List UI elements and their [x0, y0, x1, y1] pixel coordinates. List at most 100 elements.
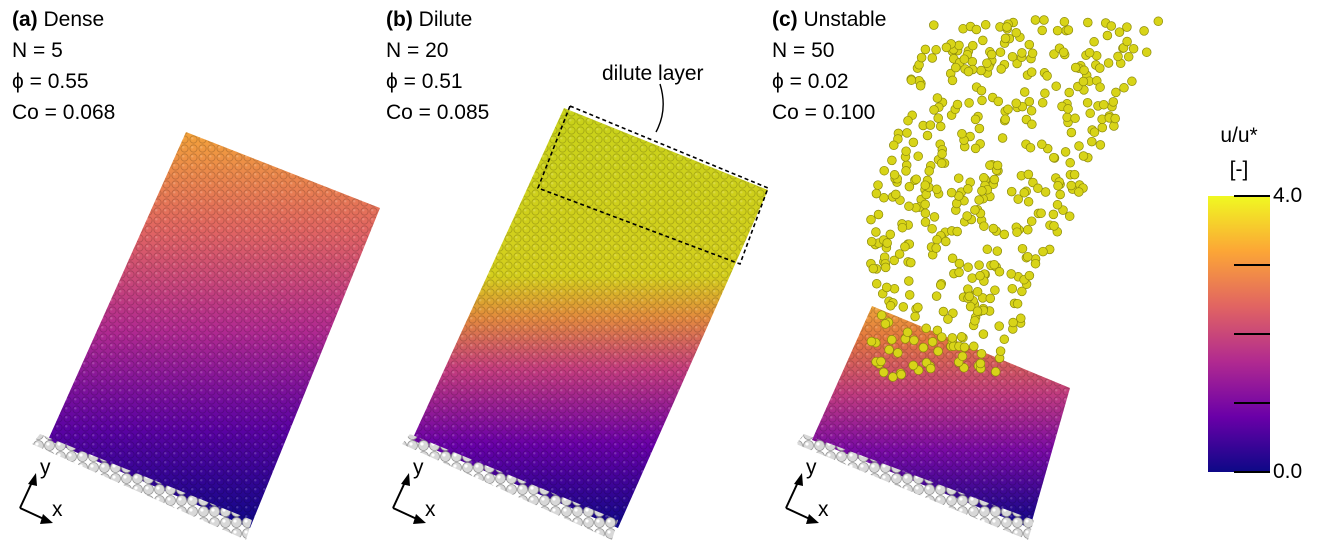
saltating-grain	[995, 346, 1006, 356]
saltating-grain	[901, 166, 911, 176]
panel-a-wall-beads	[32, 434, 252, 540]
saltating-grain	[946, 187, 957, 198]
x-arrowhead	[806, 514, 819, 524]
saltating-grain	[1085, 108, 1095, 119]
saltating-grain	[871, 188, 882, 199]
saltating-grain	[982, 58, 992, 68]
saltating-grain	[884, 344, 894, 355]
saltating-grain	[970, 143, 981, 154]
saltating-grain	[1110, 113, 1120, 124]
saltating-grain	[1006, 186, 1017, 197]
panel-a-info: (a) Dense N = 5 ϕ = 0.55 Co = 0.068	[12, 4, 115, 128]
saltating-grain	[935, 280, 946, 290]
saltating-grain	[871, 227, 881, 237]
saltating-grain	[941, 42, 952, 53]
saltating-grain	[1064, 211, 1075, 221]
saltating-grain	[1095, 82, 1105, 92]
saltating-grain	[1055, 189, 1065, 200]
panel-c-particle-bed	[796, 15, 1164, 540]
x-arrowhead	[413, 514, 426, 524]
panel-a-grain-texture	[48, 132, 380, 528]
saltating-grain	[916, 52, 927, 63]
saltating-grain	[1013, 194, 1023, 204]
saltating-grain	[908, 360, 918, 371]
saltating-grain	[920, 217, 931, 227]
panel-c-saltating-grains	[866, 15, 1164, 382]
saltating-grain	[1063, 25, 1074, 35]
saltating-grain	[1040, 88, 1050, 99]
saltating-grain	[1011, 98, 1021, 108]
saltating-grain	[871, 279, 882, 289]
panel-a-n: N = 5	[12, 39, 63, 62]
saltating-grain	[962, 211, 972, 221]
saltating-grain	[924, 166, 934, 176]
saltating-grain	[866, 214, 876, 225]
saltating-grain	[951, 62, 961, 73]
saltating-grain	[882, 238, 892, 248]
saltating-grain	[1008, 317, 1018, 328]
saltating-grain	[1114, 27, 1125, 37]
saltating-grain	[1089, 37, 1099, 47]
saltating-grain	[976, 348, 987, 359]
x-axis-arrow	[785, 507, 813, 521]
saltating-grain	[909, 335, 919, 346]
saltating-grain	[1033, 183, 1043, 194]
saltating-grain	[1027, 119, 1037, 130]
x-axis-arrow	[392, 507, 420, 521]
saltating-grain	[885, 229, 896, 240]
saltating-grain	[990, 285, 1000, 295]
y-axis-arrow	[392, 479, 407, 509]
saltating-grain	[986, 49, 997, 60]
saltating-grain	[978, 329, 989, 339]
y-arrowhead	[28, 473, 37, 486]
saltating-grain	[990, 366, 1001, 377]
saltating-grain	[976, 85, 987, 96]
colorbar-min-label: 0.0	[1273, 460, 1303, 483]
saltating-grain	[975, 358, 986, 369]
saltating-grain	[902, 327, 913, 338]
saltating-grain	[1002, 22, 1012, 32]
panel-c-letter: (c)	[772, 8, 798, 31]
saltating-grain	[868, 263, 879, 274]
saltating-grain	[1153, 16, 1164, 27]
saltating-grain	[885, 301, 896, 311]
saltating-grain	[1082, 97, 1093, 108]
saltating-grain	[903, 115, 913, 126]
saltating-grain	[979, 173, 989, 183]
saltating-grain	[1089, 127, 1100, 137]
saltating-grain	[997, 133, 1008, 143]
saltating-grain	[1053, 181, 1063, 191]
panel-b-info: (b) Dilute N = 20 ϕ = 0.51 Co = 0.085	[386, 4, 489, 128]
saltating-grain	[988, 223, 999, 234]
saltating-grain	[891, 189, 901, 200]
saltating-grain	[881, 282, 892, 293]
saltating-grain	[1123, 52, 1134, 62]
axis-a-y-label: y	[40, 456, 51, 479]
axis-triad-c	[785, 473, 819, 524]
saltating-grain	[1070, 113, 1080, 124]
panel-c-wall-beads	[796, 434, 1034, 540]
saltating-grain	[921, 323, 931, 334]
saltating-grain	[1025, 142, 1036, 153]
saltating-grain	[1039, 15, 1049, 25]
saltating-grain	[941, 236, 951, 247]
panel-c-co: Co = 0.100	[772, 101, 876, 124]
saltating-grain	[873, 180, 883, 190]
panel-b-co: Co = 0.085	[386, 101, 490, 124]
axis-c-y-label: y	[806, 456, 817, 479]
saltating-grain	[992, 160, 1003, 171]
saltating-grain	[947, 333, 958, 343]
saltating-grain	[1017, 286, 1027, 297]
saltating-grain	[1048, 209, 1059, 220]
saltating-grain	[964, 98, 974, 108]
saltating-grain	[1078, 151, 1089, 161]
saltating-grain	[1042, 71, 1052, 81]
colorbar-title: u/u*	[1220, 124, 1258, 147]
saltating-grain	[999, 334, 1010, 345]
saltating-grain	[889, 170, 900, 180]
saltating-grain	[929, 212, 940, 222]
saltating-grain	[1026, 67, 1037, 77]
saltating-grain	[911, 174, 921, 184]
saltating-grain	[947, 253, 958, 264]
saltating-grain	[1065, 158, 1075, 168]
